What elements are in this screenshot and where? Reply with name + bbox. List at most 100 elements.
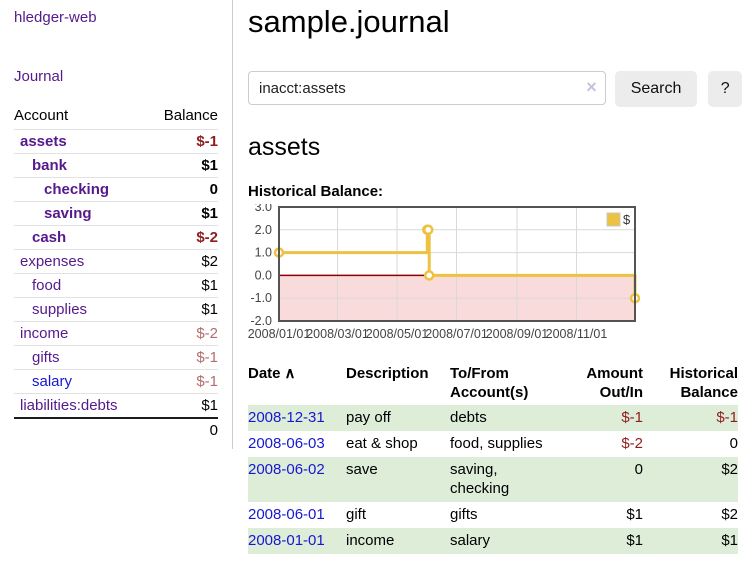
account-link-checking[interactable]: checking — [44, 181, 110, 198]
svg-text:1.0: 1.0 — [255, 246, 272, 260]
sort-ascending-icon: ∧ — [284, 365, 296, 382]
transaction-date-link[interactable]: 2008-06-03 — [248, 435, 325, 452]
account-row-checking: checking 0 — [14, 177, 218, 202]
sidebar-item-journal[interactable]: Journal — [14, 68, 64, 85]
account-link-supplies[interactable]: supplies — [32, 301, 88, 318]
account-balance: $1 — [147, 153, 218, 178]
transaction-description: eat & shop — [346, 435, 418, 452]
account-link-saving[interactable]: saving — [44, 205, 92, 222]
transaction-description: income — [346, 532, 395, 549]
account-row-supplies: supplies $1 — [14, 297, 218, 322]
svg-text:-1.0: -1.0 — [250, 291, 272, 305]
svg-text:2008/01/01: 2008/01/01 — [248, 327, 310, 341]
account-link-food[interactable]: food — [32, 277, 62, 294]
account-row-saving: saving $1 — [14, 201, 218, 226]
transaction-accounts: debts — [450, 409, 487, 426]
account-balance: $-1 — [147, 369, 218, 394]
transactions-table: Date ∧ Description To/From Account(s) Amo… — [248, 362, 738, 554]
account-link-gifts[interactable]: gifts — [32, 349, 60, 366]
account-row-cash: cash $-2 — [14, 225, 218, 250]
account-total-balance: 0 — [147, 417, 218, 442]
transaction-row: 2008-06-02 save saving, checking 0 $2 — [248, 457, 738, 502]
transaction-date-link[interactable]: 2008-12-31 — [248, 409, 325, 426]
main-content: sample.journal × Search ? assets Histori… — [233, 0, 742, 554]
account-link-expenses[interactable]: expenses — [20, 253, 85, 270]
transaction-description: gift — [346, 506, 367, 523]
account-link-liabilities-debts[interactable]: liabilities:debts — [20, 397, 118, 414]
transaction-balance: $2 — [721, 506, 738, 523]
transaction-accounts: saving, checking — [450, 461, 510, 497]
transaction-row: 2008-12-31 pay off debts $-1 $-1 — [248, 405, 738, 431]
search-box: × — [248, 71, 606, 107]
clear-search-icon[interactable]: × — [586, 77, 597, 97]
description-column-header: Description — [346, 365, 429, 382]
account-link-income[interactable]: income — [20, 325, 69, 342]
page-title: sample.journal — [248, 4, 450, 39]
account-link-salary[interactable]: salary — [32, 373, 73, 390]
tofrom-column-header: To/From Account(s) — [450, 365, 529, 401]
svg-text:2008/09/01: 2008/09/01 — [486, 327, 549, 341]
account-balance: $-1 — [147, 345, 218, 370]
amount-column-header: Amount Out/In — [586, 365, 643, 401]
search-form: × Search ? — [248, 71, 742, 107]
account-row-liabilities-debts: liabilities:debts $1 — [14, 393, 218, 418]
account-balance-table: Account Balance assets $-1 bank $1 check… — [14, 105, 218, 442]
account-row-food: food $1 — [14, 273, 218, 298]
transaction-row: 2008-06-01 gift gifts $1 $2 — [248, 502, 738, 528]
account-total-row: 0 — [14, 417, 218, 442]
app-title-link[interactable]: hledger-web — [14, 9, 97, 26]
account-balance: $-2 — [147, 321, 218, 346]
search-button[interactable]: Search — [614, 71, 698, 107]
transaction-amount: 0 — [634, 461, 643, 478]
transaction-accounts: gifts — [450, 506, 478, 523]
account-column-header: Account — [14, 107, 69, 124]
transaction-amount: $1 — [626, 506, 643, 523]
account-row-assets: assets $-1 — [14, 129, 218, 154]
transaction-amount: $1 — [626, 532, 643, 549]
transaction-balance: $-1 — [716, 409, 738, 426]
historical-balance-chart: $3.0 2.0 1.0 0.0 -1.0 -2.0 2008/01/01 2008/03/0… — [248, 200, 742, 346]
search-input[interactable] — [248, 71, 606, 105]
account-heading: assets — [248, 133, 321, 161]
account-link-assets[interactable]: assets — [20, 133, 67, 150]
svg-text:0.0: 0.0 — [255, 268, 272, 282]
account-row-income: income $-2 — [14, 321, 218, 346]
chart-title: Historical Balance: — [248, 183, 384, 200]
transaction-amount: $-1 — [621, 409, 643, 426]
transaction-accounts: salary — [450, 532, 491, 549]
account-balance: $2 — [147, 249, 218, 274]
account-link-cash[interactable]: cash — [32, 229, 67, 246]
svg-text:-2.0: -2.0 — [250, 314, 272, 328]
transaction-date-link[interactable]: 2008-06-02 — [248, 461, 325, 478]
transaction-description: pay off — [346, 409, 391, 426]
transaction-description: save — [346, 461, 378, 478]
transaction-date-link[interactable]: 2008-01-01 — [248, 532, 325, 549]
transactions-header-row: Date ∧ Description To/From Account(s) Amo… — [248, 362, 738, 405]
svg-text:2008/05/01: 2008/05/01 — [366, 327, 429, 341]
account-row-salary: salary $-1 — [14, 369, 218, 394]
svg-text:2008/11/01: 2008/11/01 — [546, 327, 608, 341]
transaction-amount: $-2 — [621, 435, 643, 452]
sidebar: hledger-web Journal Account Balance asse… — [0, 0, 233, 449]
account-balance: $1 — [147, 297, 218, 322]
account-row-bank: bank $1 — [14, 153, 218, 178]
transaction-date-link[interactable]: 2008-06-01 — [248, 506, 325, 523]
transaction-balance: 0 — [729, 435, 738, 452]
account-balance: $1 — [147, 393, 218, 418]
transaction-row: 2008-06-03 eat & shop food, supplies $-2… — [248, 431, 738, 457]
account-row-gifts: gifts $-1 — [14, 345, 218, 370]
account-balance: $-2 — [147, 225, 218, 250]
transaction-accounts: food, supplies — [450, 435, 543, 452]
transaction-balance: $2 — [721, 461, 738, 478]
date-column-header[interactable]: Date ∧ — [248, 365, 296, 382]
svg-text:2.0: 2.0 — [255, 223, 272, 237]
help-button[interactable]: ? — [708, 71, 742, 107]
account-balance: $-1 — [147, 129, 218, 154]
account-table-header: Account Balance — [14, 105, 218, 130]
svg-text:2008/03/01: 2008/03/01 — [306, 327, 369, 341]
account-balance: $1 — [147, 201, 218, 226]
transaction-balance: $1 — [721, 532, 738, 549]
balance-column-header: Historical Balance — [669, 365, 738, 401]
account-link-bank[interactable]: bank — [32, 157, 68, 174]
svg-text:2008/07/01: 2008/07/01 — [425, 327, 488, 341]
